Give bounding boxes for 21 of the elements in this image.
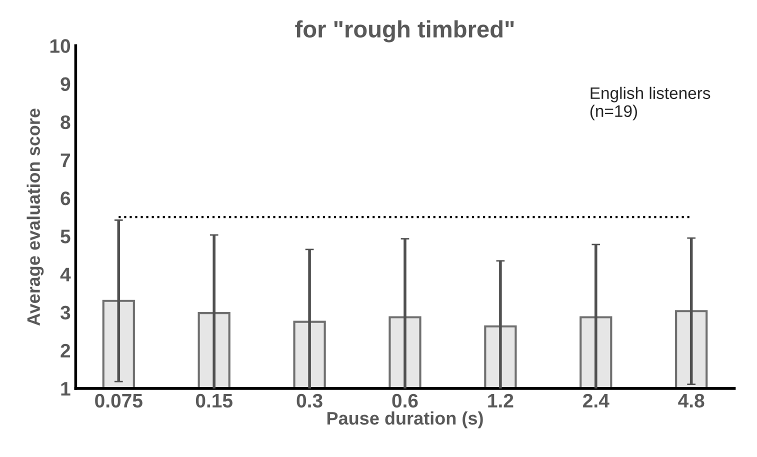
y-tick-label: 9 [60,77,70,92]
y-tick-label: 10 [50,39,70,53]
y-tick-label: 7 [60,154,70,167]
x-tick-label: 0.075 [95,394,142,408]
x-tick-label: 2.4 [583,394,610,408]
y-tick-label: 3 [60,306,70,320]
x-axis-title: Pause duration (s) [327,411,483,428]
x-tick-label: 1.2 [488,394,514,408]
y-tick-label: 5 [60,230,70,244]
x-tick-label: 0.15 [196,394,232,408]
chart-title: for "rough timbred" [295,20,514,42]
y-tick-label: 2 [60,344,70,358]
x-tick-label: 4.8 [678,394,704,408]
y-tick-label: 4 [60,268,71,282]
x-tick-label: 0.6 [392,394,418,408]
y-tick-label: 8 [60,115,70,130]
y-tick-label: 1 [61,382,70,396]
x-tick-label: 0.3 [296,394,322,408]
y-axis-title: Average evaluation score [26,108,44,326]
y-tick-label: 6 [60,192,70,206]
annotation: English listeners (n=19) [590,86,710,120]
